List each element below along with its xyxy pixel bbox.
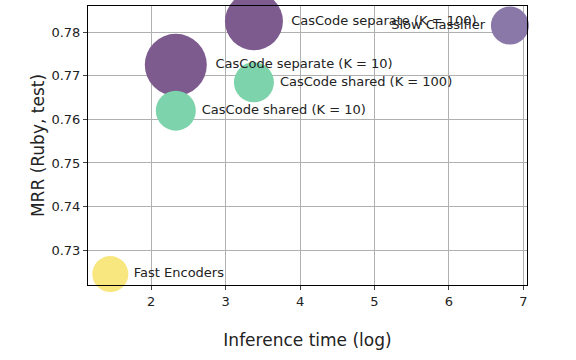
svg-text:0.78: 0.78 [51, 25, 80, 40]
svg-text:CasCode separate (K = 100): CasCode separate (K = 100) [291, 13, 476, 28]
svg-text:0.74: 0.74 [51, 199, 80, 214]
svg-text:MRR (Ruby, test): MRR (Ruby, test) [28, 74, 48, 217]
svg-text:CasCode shared (K = 100): CasCode shared (K = 100) [280, 74, 452, 89]
svg-text:3: 3 [222, 294, 230, 309]
svg-text:Slow Classifier: Slow Classifier [391, 17, 486, 32]
svg-text:6: 6 [445, 294, 453, 309]
svg-text:0.75: 0.75 [51, 155, 80, 170]
svg-text:CasCode separate (K = 10): CasCode separate (K = 10) [216, 56, 393, 71]
svg-text:CasCode shared (K = 10): CasCode shared (K = 10) [202, 102, 366, 117]
svg-text:Inference time (log): Inference time (log) [223, 330, 391, 350]
svg-text:0.76: 0.76 [51, 112, 80, 127]
svg-text:4: 4 [296, 294, 304, 309]
svg-text:2: 2 [147, 294, 155, 309]
svg-text:5: 5 [370, 294, 378, 309]
svg-text:0.77: 0.77 [51, 68, 80, 83]
svg-text:7: 7 [519, 294, 527, 309]
svg-text:Fast Encoders: Fast Encoders [134, 265, 224, 280]
svg-text:0.73: 0.73 [51, 243, 80, 258]
